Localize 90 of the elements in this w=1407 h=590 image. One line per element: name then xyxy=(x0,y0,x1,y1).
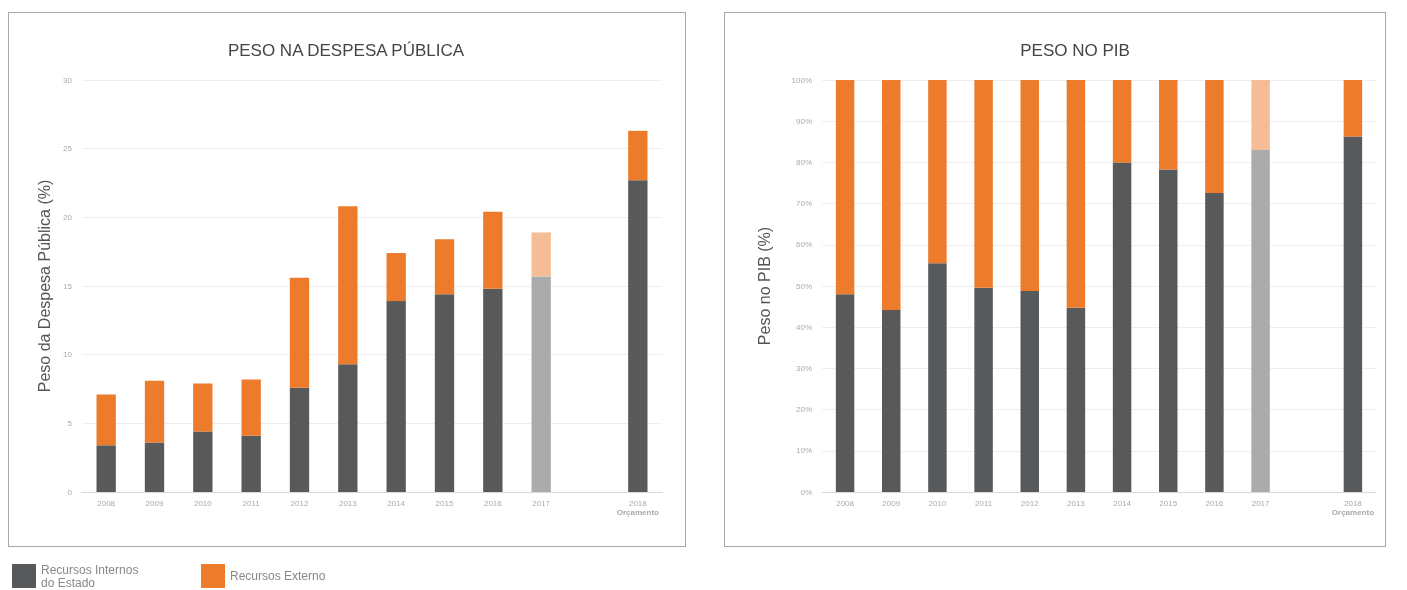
bar xyxy=(241,435,261,492)
bar xyxy=(928,80,947,264)
bar xyxy=(1343,80,1363,137)
y-tick-label: 60% xyxy=(795,240,812,250)
bar xyxy=(289,277,310,388)
bar xyxy=(628,180,648,492)
y-tick-label: 50% xyxy=(795,281,812,291)
bar xyxy=(434,294,455,492)
y-tick-label: 70% xyxy=(795,199,812,209)
y-tick-label: 15 xyxy=(63,281,73,291)
bar xyxy=(835,80,855,295)
bar xyxy=(386,301,406,492)
y-tick-label: 20% xyxy=(795,405,812,415)
bar xyxy=(1251,80,1270,151)
x-tick-label: 2018 Orçamento xyxy=(1331,499,1375,517)
bar xyxy=(531,276,551,492)
x-tick-label: 2010 xyxy=(928,499,947,508)
y-tick-label: 5 xyxy=(67,418,73,428)
y-tick-label: 25 xyxy=(63,144,73,154)
x-tick-label: 2017 xyxy=(1251,499,1271,508)
y-axis-title: Peso no PIB (%) xyxy=(755,226,773,346)
y-tick-label: 0% xyxy=(800,487,812,497)
x-tick-label: 2009 xyxy=(882,499,901,508)
chart-title: PESO NO PIB xyxy=(1020,41,1130,60)
bar xyxy=(1020,80,1039,291)
bar xyxy=(531,232,551,277)
bar xyxy=(928,263,947,492)
x-tick-label: 2012 xyxy=(1020,499,1040,508)
y-axis-title: Peso da Despesa Pública (%) xyxy=(35,179,53,393)
x-tick-label: 2015 xyxy=(1159,499,1178,508)
y-tick-label: 10% xyxy=(795,446,812,456)
x-tick-label: 2016 xyxy=(1205,499,1224,508)
bar xyxy=(1159,169,1178,492)
bar xyxy=(1343,136,1363,492)
y-tick-label: 100% xyxy=(791,75,812,85)
y-tick-label: 90% xyxy=(795,116,812,126)
bar xyxy=(882,80,901,310)
bar xyxy=(96,394,116,446)
bar xyxy=(1159,80,1178,170)
x-tick-label: 2017 xyxy=(532,499,551,508)
y-tick-label: 30 xyxy=(63,75,73,85)
bar xyxy=(1020,290,1039,492)
bar xyxy=(241,379,261,436)
y-tick-label: 20 xyxy=(63,212,73,222)
x-tick-label: 2011 xyxy=(242,499,261,508)
bar xyxy=(1066,80,1086,308)
x-tick-label: 2013 xyxy=(1067,499,1086,508)
bar xyxy=(1251,150,1270,492)
y-tick-label: 80% xyxy=(795,157,812,167)
x-tick-label: 2008 xyxy=(97,499,116,508)
bar xyxy=(1205,192,1224,492)
x-tick-label: 2009 xyxy=(145,499,164,508)
bar xyxy=(835,294,855,492)
x-tick-label: 2008 xyxy=(836,499,855,508)
bar xyxy=(338,206,358,365)
bar xyxy=(434,239,455,295)
bar xyxy=(96,445,116,492)
x-tick-label: 2014 xyxy=(387,499,406,508)
bar xyxy=(628,130,648,181)
legend-label: Recursos Internos do Estado xyxy=(41,562,142,590)
bar xyxy=(974,80,993,288)
legend-label: Recursos Externo xyxy=(230,569,326,583)
bar xyxy=(193,383,213,432)
x-tick-label: 2016 xyxy=(483,499,503,508)
x-tick-label: 2014 xyxy=(1113,499,1132,508)
x-tick-label: 2010 xyxy=(193,499,213,508)
bar xyxy=(1112,162,1132,492)
x-tick-label: 2011 xyxy=(974,499,993,508)
bar xyxy=(193,431,213,492)
chart-title: PESO NA DESPESA PÚBLICA xyxy=(227,41,465,60)
bar xyxy=(338,364,358,492)
bar xyxy=(144,442,165,492)
bar xyxy=(974,287,993,492)
x-tick-label: 2018 Orçamento xyxy=(616,499,660,517)
x-tick-label: 2013 xyxy=(338,499,358,508)
x-tick-label: 2012 xyxy=(290,499,309,508)
bar xyxy=(483,288,503,492)
x-tick-label: 2015 xyxy=(435,499,454,508)
bar xyxy=(144,380,165,443)
bar xyxy=(386,253,406,302)
y-tick-label: 40% xyxy=(795,322,812,332)
bar xyxy=(882,309,901,492)
bar xyxy=(483,211,503,289)
y-tick-label: 0 xyxy=(67,487,73,497)
bar xyxy=(1112,80,1132,163)
bar xyxy=(1205,80,1224,193)
bar xyxy=(1066,307,1086,492)
bar xyxy=(289,387,310,492)
y-tick-label: 30% xyxy=(795,363,812,373)
y-tick-label: 10 xyxy=(63,350,73,360)
